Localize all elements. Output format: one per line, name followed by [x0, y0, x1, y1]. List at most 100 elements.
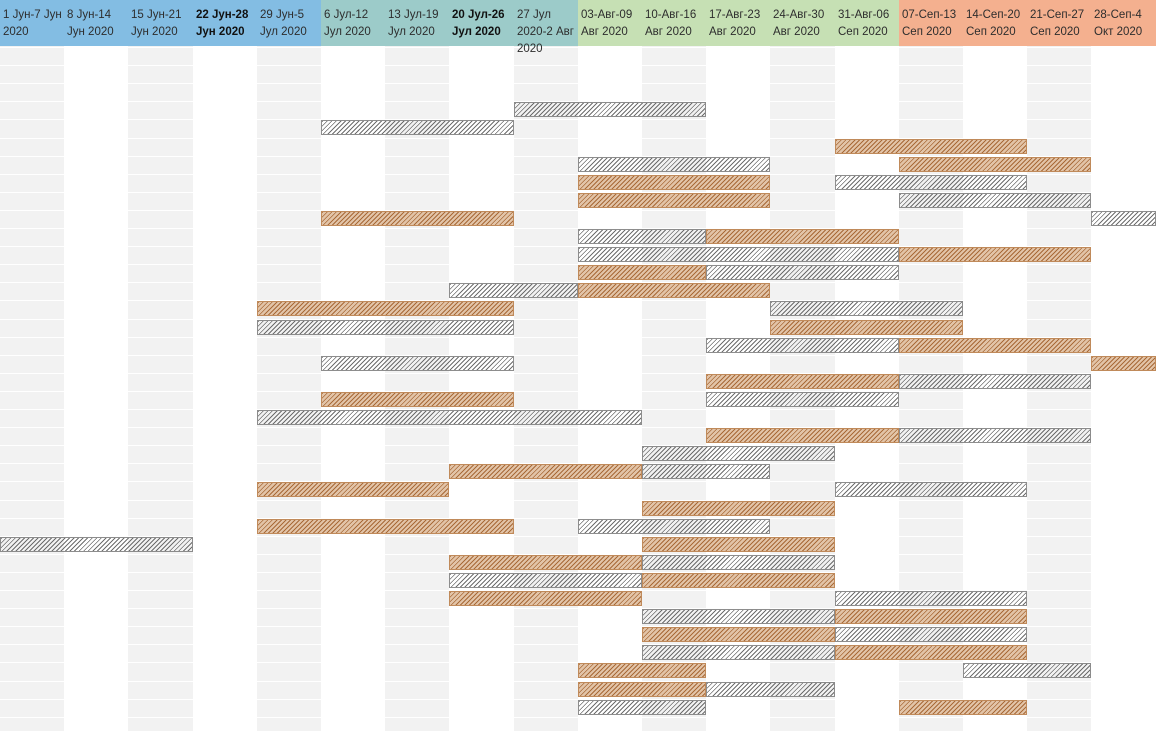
task-bar[interactable]: [578, 175, 770, 190]
task-bar[interactable]: [578, 519, 770, 534]
week-header: 24-Авг-30 Авг 2020: [770, 0, 835, 46]
week-column: [578, 46, 642, 731]
task-bar[interactable]: [321, 356, 514, 371]
task-bar[interactable]: [578, 265, 706, 280]
row-separator: [0, 500, 1156, 501]
task-bar[interactable]: [770, 320, 963, 335]
task-bar[interactable]: [449, 591, 642, 606]
task-bar[interactable]: [321, 211, 514, 226]
task-bar[interactable]: [449, 573, 642, 588]
task-bar[interactable]: [642, 446, 835, 461]
week-column: [0, 46, 64, 731]
row-separator: [0, 355, 1156, 356]
row-separator: [0, 608, 1156, 609]
task-bar[interactable]: [642, 555, 835, 570]
task-bar[interactable]: [578, 229, 706, 244]
row-separator: [0, 699, 1156, 700]
task-bar[interactable]: [514, 102, 706, 117]
task-bar[interactable]: [706, 428, 899, 443]
row-separator: [0, 101, 1156, 102]
task-bar[interactable]: [899, 247, 1091, 262]
task-bar[interactable]: [257, 320, 514, 335]
week-header: 28-Сеп-4 Окт 2020: [1091, 0, 1156, 46]
task-bar[interactable]: [1091, 356, 1156, 371]
task-bar[interactable]: [706, 338, 899, 353]
task-bar[interactable]: [963, 663, 1091, 678]
week-header: 20 Jул-26 Jул 2020: [449, 0, 514, 46]
row-separator: [0, 192, 1156, 193]
week-header: 29 Jун-5 Jул 2020: [257, 0, 321, 46]
row-separator: [0, 138, 1156, 139]
task-bar[interactable]: [770, 301, 963, 316]
task-bar[interactable]: [706, 229, 899, 244]
week-column: [385, 46, 449, 731]
task-bar[interactable]: [899, 193, 1091, 208]
task-bar[interactable]: [578, 283, 770, 298]
task-bar[interactable]: [706, 265, 899, 280]
task-bar[interactable]: [1091, 211, 1156, 226]
task-bar[interactable]: [835, 175, 1027, 190]
task-bar[interactable]: [835, 627, 1027, 642]
task-bar[interactable]: [642, 573, 835, 588]
task-bar[interactable]: [899, 374, 1091, 389]
row-separator: [0, 644, 1156, 645]
task-bar[interactable]: [642, 627, 835, 642]
task-bar[interactable]: [257, 301, 514, 316]
task-bar[interactable]: [578, 700, 706, 715]
task-bar[interactable]: [257, 410, 642, 425]
task-bar[interactable]: [706, 374, 899, 389]
task-bar[interactable]: [835, 645, 1027, 660]
week-header: 13 Jул-19 Jул 2020: [385, 0, 449, 46]
week-header: 8 Jун-14 Jун 2020: [64, 0, 128, 46]
week-column: [514, 46, 578, 731]
task-bar[interactable]: [321, 120, 514, 135]
week-header: 22 Jун-28 Jун 2020: [193, 0, 257, 46]
task-bar[interactable]: [449, 555, 642, 570]
week-header: 31-Авг-06 Сеп 2020: [835, 0, 899, 46]
row-separator: [0, 47, 1156, 48]
task-bar[interactable]: [449, 464, 642, 479]
row-separator: [0, 463, 1156, 464]
task-bar[interactable]: [257, 482, 449, 497]
row-separator: [0, 246, 1156, 247]
row-separator: [0, 717, 1156, 718]
task-bar[interactable]: [835, 139, 1027, 154]
task-bar[interactable]: [642, 501, 835, 516]
row-separator: [0, 228, 1156, 229]
task-bar[interactable]: [835, 609, 1027, 624]
week-column: [321, 46, 385, 731]
task-bar[interactable]: [642, 537, 835, 552]
task-bar[interactable]: [835, 482, 1027, 497]
task-bar[interactable]: [578, 247, 899, 262]
task-bar[interactable]: [578, 193, 770, 208]
task-bar[interactable]: [706, 682, 835, 697]
task-bar[interactable]: [257, 519, 514, 534]
week-header: 17-Авг-23 Авг 2020: [706, 0, 770, 46]
row-separator: [0, 119, 1156, 120]
week-header: 1 Jун-7 Jун 2020: [0, 0, 64, 46]
task-bar[interactable]: [321, 392, 514, 407]
task-bar[interactable]: [835, 591, 1027, 606]
task-bar[interactable]: [449, 283, 578, 298]
row-separator: [0, 681, 1156, 682]
task-bar[interactable]: [899, 700, 1027, 715]
task-bar[interactable]: [578, 682, 706, 697]
row-separator: [0, 518, 1156, 519]
row-separator: [0, 65, 1156, 66]
task-bar[interactable]: [578, 663, 706, 678]
task-bar[interactable]: [642, 464, 770, 479]
row-separator: [0, 83, 1156, 84]
row-separator: [0, 391, 1156, 392]
task-bar[interactable]: [706, 392, 899, 407]
task-bar[interactable]: [578, 157, 770, 172]
task-bar[interactable]: [899, 157, 1091, 172]
task-bar[interactable]: [899, 338, 1091, 353]
task-bar[interactable]: [899, 428, 1091, 443]
row-separator: [0, 662, 1156, 663]
week-column: [1091, 46, 1156, 731]
task-bar[interactable]: [0, 537, 193, 552]
week-header: 14-Сеп-20 Сеп 2020: [963, 0, 1027, 46]
task-bar[interactable]: [642, 645, 835, 660]
task-bar[interactable]: [642, 609, 835, 624]
